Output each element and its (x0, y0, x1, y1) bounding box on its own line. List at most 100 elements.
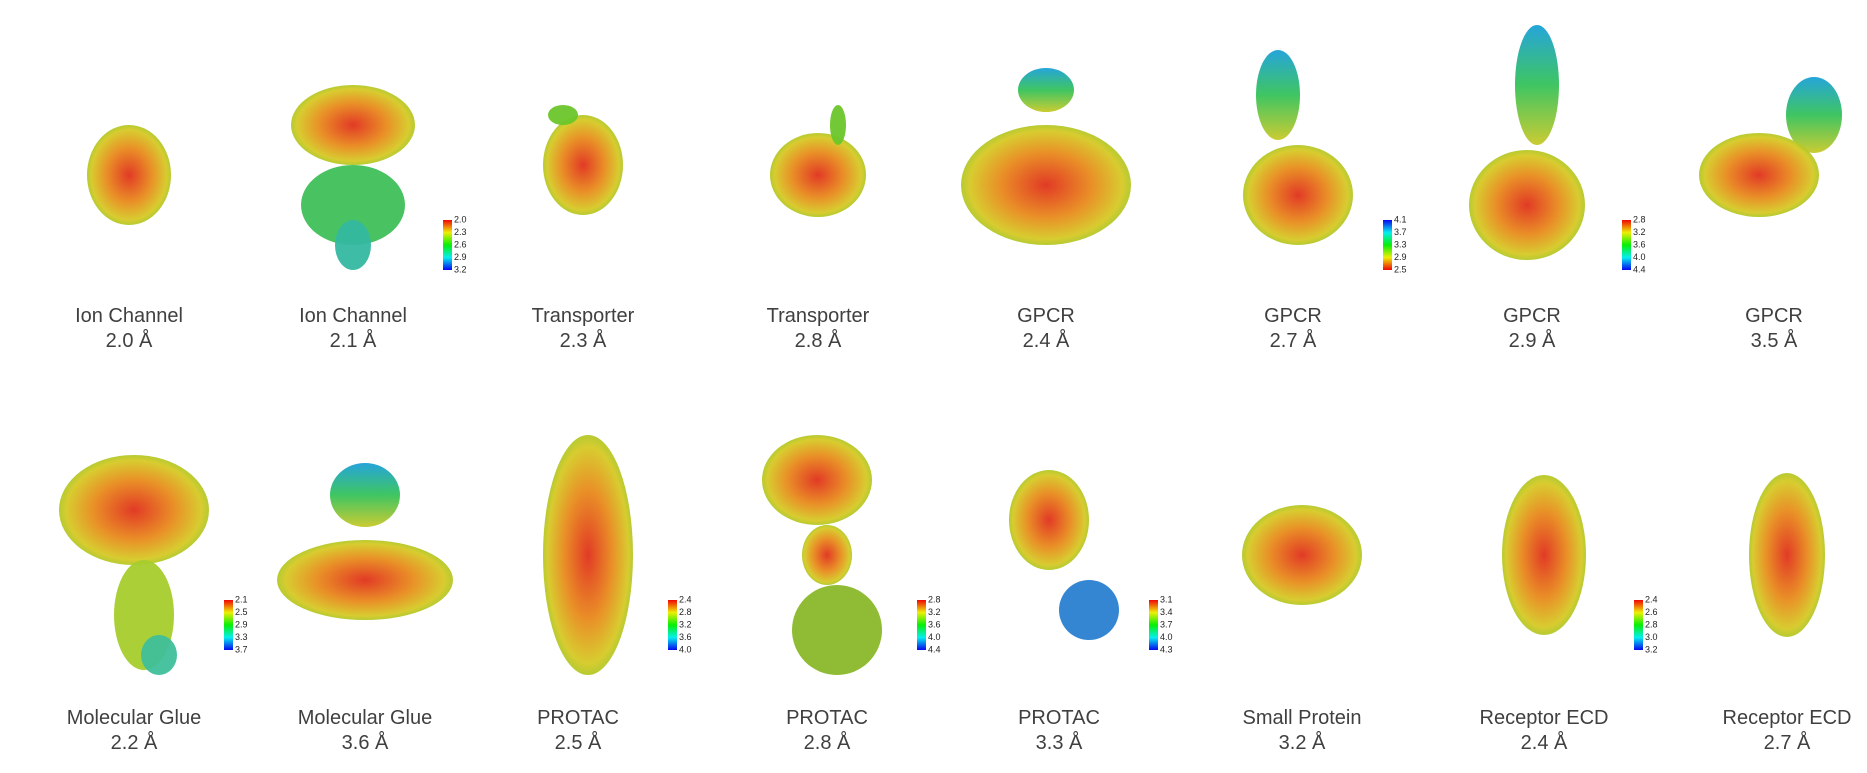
density-map (1243, 145, 1353, 245)
resolution: 2.8 Å (804, 731, 851, 754)
colorbar-tick: 2.8 (679, 607, 692, 617)
density-map (830, 105, 846, 145)
colorbar-tick: 2.6 (1645, 607, 1658, 617)
resolution: 2.9 Å (1509, 329, 1556, 352)
resolution: 2.7 Å (1764, 731, 1811, 754)
colorbar-tick: 2.9 (1394, 252, 1407, 262)
colorbar-tick: 2.4 (679, 594, 692, 604)
density-map (802, 525, 852, 585)
panel-label: GPCR (1264, 305, 1322, 327)
density-map (301, 165, 405, 245)
density-map (762, 435, 872, 525)
colorbar-tick: 3.3 (235, 632, 248, 642)
density-map (141, 635, 177, 675)
resolution: 3.3 Å (1036, 731, 1083, 754)
resolution: 2.7 Å (1270, 329, 1317, 352)
resolution: 3.5 Å (1751, 329, 1798, 352)
colorbar-tick: 4.0 (1633, 252, 1646, 262)
density-map (1256, 50, 1300, 140)
panel-label: Ion Channel (75, 305, 183, 327)
colorbar (668, 600, 677, 650)
panel-label: Molecular Glue (67, 707, 202, 729)
density-map (330, 463, 400, 527)
density-map (961, 125, 1131, 245)
colorbar (917, 600, 926, 650)
colorbar (443, 220, 452, 270)
colorbar-tick: 4.1 (1394, 214, 1407, 224)
panel-label: PROTAC (786, 707, 868, 729)
colorbar-tick: 2.1 (235, 594, 248, 604)
resolution: 2.4 Å (1521, 731, 1568, 754)
colorbar-tick: 2.8 (1633, 214, 1646, 224)
resolution: 2.1 Å (330, 329, 377, 352)
colorbar-tick: 3.7 (1160, 619, 1173, 629)
colorbar-tick: 3.2 (454, 264, 467, 274)
colorbar-tick: 3.2 (1645, 644, 1658, 654)
density-map (1018, 68, 1074, 112)
panel-label: Transporter (532, 305, 635, 327)
panel-label: Receptor ECD (1723, 707, 1852, 729)
colorbar-tick: 4.0 (679, 644, 692, 654)
panel-label: PROTAC (1018, 707, 1100, 729)
colorbar-tick: 3.2 (1633, 227, 1646, 237)
resolution: 3.6 Å (342, 731, 389, 754)
colorbar-tick: 4.3 (1160, 644, 1173, 654)
density-map (1469, 150, 1585, 260)
panel-label: GPCR (1503, 305, 1561, 327)
colorbar-tick: 2.5 (235, 607, 248, 617)
colorbar (1149, 600, 1158, 650)
colorbar (224, 600, 233, 650)
density-map (1242, 505, 1362, 605)
density-map (1699, 133, 1819, 217)
colorbar-tick: 4.0 (1160, 632, 1173, 642)
density-map (543, 435, 633, 675)
colorbar (1383, 220, 1392, 270)
resolution: 3.2 Å (1279, 731, 1326, 754)
colorbar-tick: 3.6 (679, 632, 692, 642)
colorbar-tick: 2.9 (235, 619, 248, 629)
colorbar-tick: 2.0 (454, 214, 467, 224)
density-map (1515, 25, 1559, 145)
density-map (335, 220, 371, 270)
colorbar-tick: 3.0 (1645, 632, 1658, 642)
density-map (1502, 475, 1586, 635)
panel-label: PROTAC (537, 707, 619, 729)
colorbar-tick: 4.4 (928, 644, 941, 654)
colorbar (1634, 600, 1643, 650)
colorbar-tick: 2.9 (454, 252, 467, 262)
density-map (1009, 470, 1089, 570)
colorbar-tick: 4.0 (928, 632, 941, 642)
colorbar-tick: 2.5 (1394, 264, 1407, 274)
resolution: 2.2 Å (111, 731, 158, 754)
panel-label: Small Protein (1243, 707, 1362, 729)
colorbar-tick: 3.2 (679, 619, 692, 629)
colorbar (1622, 220, 1631, 270)
resolution: 2.4 Å (1023, 329, 1070, 352)
colorbar-tick: 3.7 (235, 644, 248, 654)
density-map (792, 585, 882, 675)
density-map (543, 115, 623, 215)
colorbar-tick: 4.4 (1633, 264, 1646, 274)
panel-label: GPCR (1017, 305, 1075, 327)
resolution: 2.8 Å (795, 329, 842, 352)
density-map (770, 133, 866, 217)
colorbar-tick: 3.7 (1394, 227, 1407, 237)
density-map (1786, 77, 1842, 153)
colorbar-tick: 3.6 (928, 619, 941, 629)
panel-label: Ion Channel (299, 305, 407, 327)
colorbar-tick: 2.4 (1645, 594, 1658, 604)
density-map (87, 125, 171, 225)
density-map (59, 455, 209, 565)
